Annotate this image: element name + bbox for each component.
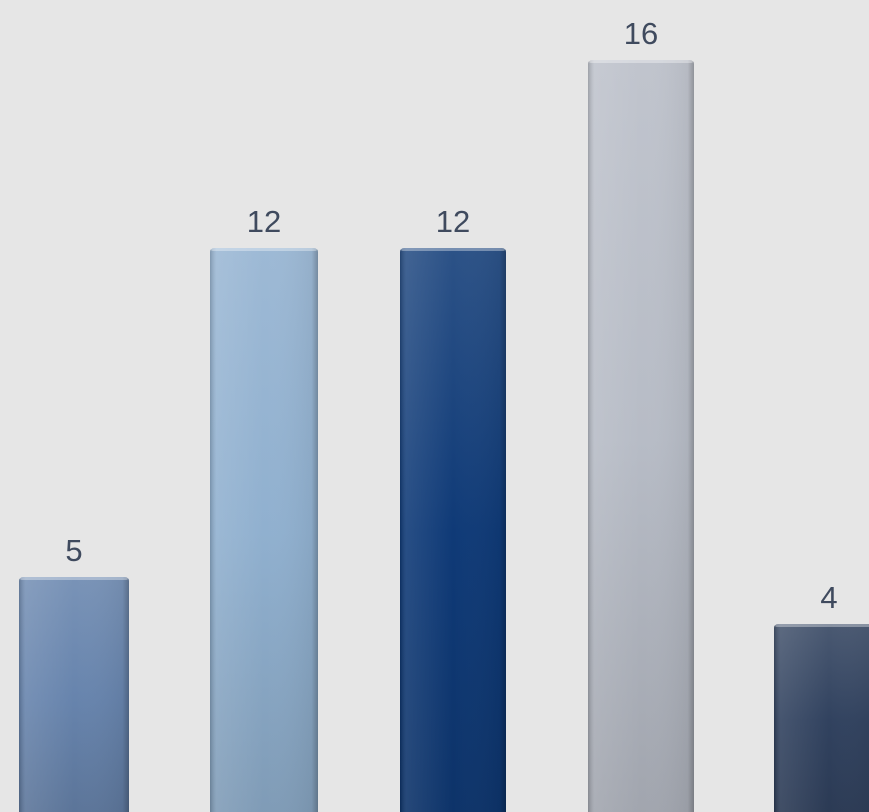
data-label-4: 16: [624, 16, 658, 51]
data-label-5: 4: [820, 580, 837, 615]
bars-layer: [19, 60, 869, 812]
bar-top-highlight: [211, 248, 317, 251]
bar-sheen: [588, 60, 694, 812]
bar-sheen: [210, 248, 318, 812]
bar-sheen: [400, 248, 506, 812]
bar-sheen: [19, 577, 129, 812]
data-label-1: 5: [65, 533, 82, 568]
data-label-2: 12: [247, 204, 281, 239]
bar-top-highlight: [20, 577, 128, 580]
bar-top-highlight: [775, 624, 869, 627]
bar-top-highlight: [401, 248, 505, 251]
bar-2: [210, 248, 318, 812]
bar-3: [400, 248, 506, 812]
data-labels-layer: 5 12 12 16 4: [65, 16, 837, 615]
data-label-3: 12: [436, 204, 470, 239]
bar-sheen: [774, 624, 869, 812]
bar-top-highlight: [589, 60, 693, 63]
bar-1: [19, 577, 129, 812]
bar-5: [774, 624, 869, 812]
bar-4: [588, 60, 694, 812]
